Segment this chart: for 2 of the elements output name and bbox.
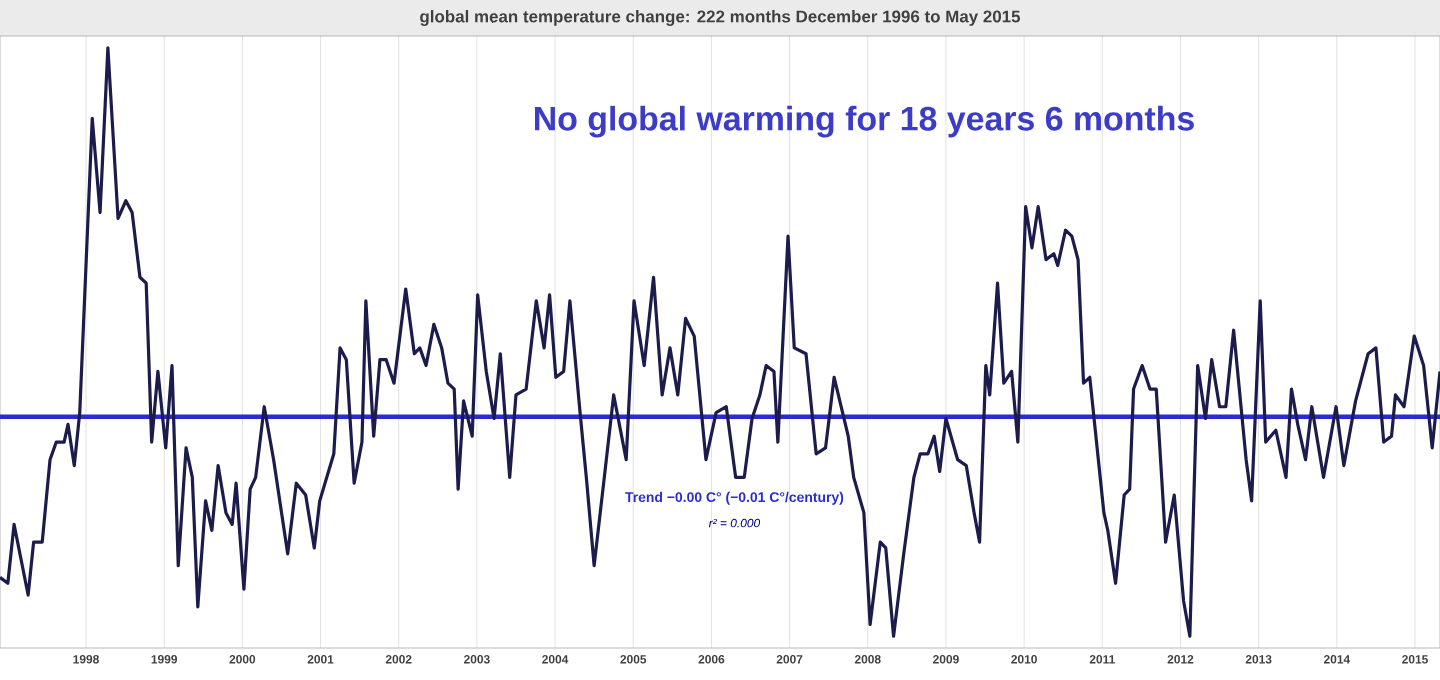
chart-title: global mean temperature change: 222 months December 1996 to May 2015 bbox=[420, 10, 1021, 26]
text: No global warming for 18 years 6 months bbox=[535, 105, 1194, 138]
